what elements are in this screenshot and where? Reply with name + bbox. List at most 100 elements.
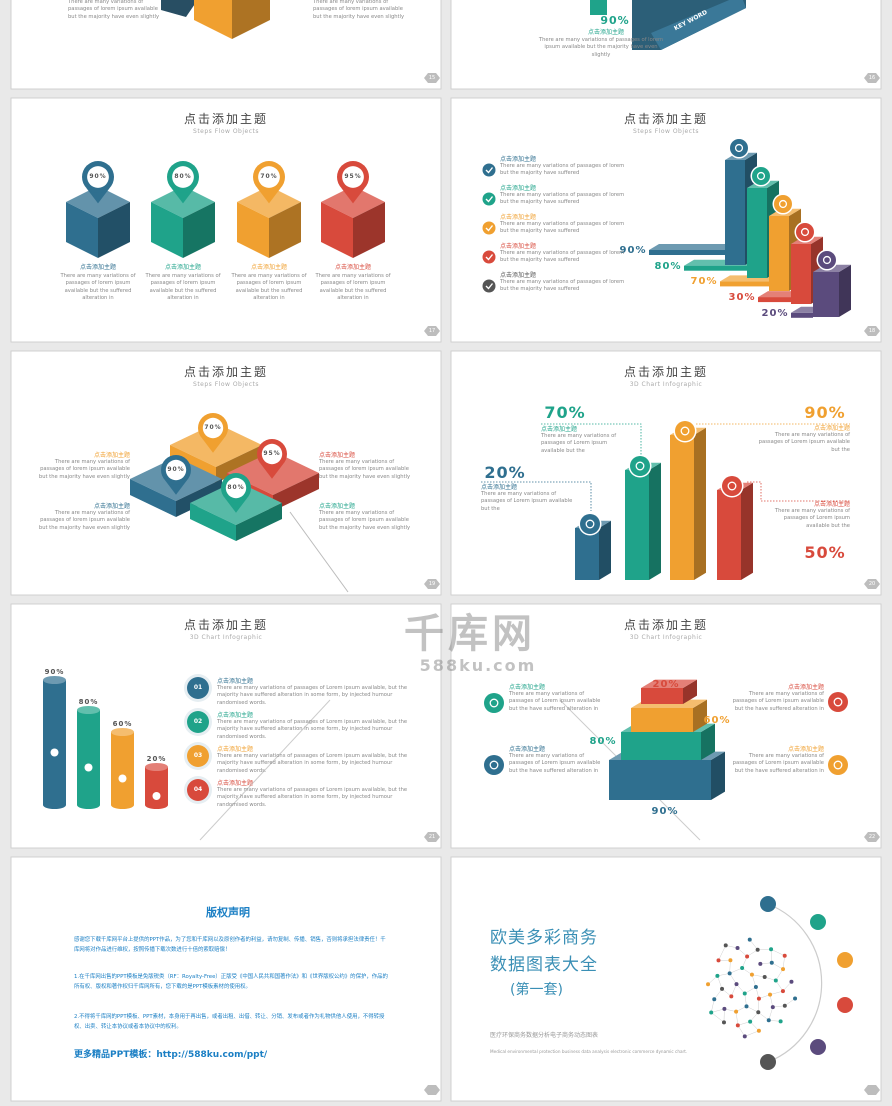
page-badge bbox=[864, 326, 880, 336]
network-link bbox=[770, 949, 773, 963]
network-node bbox=[734, 982, 739, 987]
step-front bbox=[649, 250, 725, 255]
network-link bbox=[737, 1021, 751, 1026]
network-node bbox=[756, 996, 761, 1001]
page-number: 20 bbox=[868, 581, 876, 587]
prism-side bbox=[711, 751, 725, 800]
network-node bbox=[749, 972, 754, 977]
body-text: There are many variations of passages of… bbox=[509, 691, 601, 712]
slide bbox=[10, 97, 442, 343]
check-mark bbox=[485, 283, 494, 290]
cylinder-base bbox=[145, 801, 168, 809]
body-text: There are many variations of passages of… bbox=[313, 0, 405, 20]
check-mark bbox=[485, 254, 494, 261]
connector bbox=[541, 423, 642, 455]
cylinder-body bbox=[111, 732, 134, 805]
heading: 点击添加主题 bbox=[319, 452, 356, 459]
prism-side bbox=[694, 427, 706, 580]
cube-left bbox=[194, 0, 232, 39]
body-text: There are many variations of passages of… bbox=[500, 163, 625, 177]
network-link bbox=[749, 1021, 760, 1031]
watermark: 588ku.com bbox=[419, 656, 537, 675]
icon-glyph bbox=[489, 760, 499, 770]
page-number: 15 bbox=[428, 75, 436, 81]
slide-background bbox=[10, 856, 442, 1102]
icon-circle bbox=[484, 755, 504, 775]
heading: 点击添加主题 bbox=[500, 156, 537, 163]
icon-glyph bbox=[680, 426, 690, 436]
pin-tip bbox=[165, 480, 187, 495]
body-text: There are many variations of passages of… bbox=[538, 37, 664, 58]
icon-circle bbox=[484, 693, 504, 713]
arc-dot bbox=[837, 997, 853, 1013]
network-link bbox=[718, 945, 726, 961]
shape-fragment bbox=[161, 0, 198, 17]
percent-label: 95% bbox=[263, 450, 281, 457]
network-node bbox=[793, 996, 798, 1001]
prism-side bbox=[839, 264, 851, 317]
step-front bbox=[791, 312, 813, 318]
page-badge bbox=[424, 1085, 440, 1095]
network-link bbox=[744, 993, 747, 1007]
heading: 点击添加主题 bbox=[509, 684, 546, 691]
page-badge bbox=[424, 832, 440, 842]
network-node bbox=[762, 975, 767, 980]
cylinder-top bbox=[43, 676, 66, 684]
body-text: There are many variations of passages of… bbox=[315, 273, 391, 301]
pin-tip bbox=[202, 438, 224, 453]
prism-front bbox=[813, 272, 839, 317]
number-circle bbox=[187, 677, 209, 699]
slide bbox=[450, 97, 882, 343]
item-number: 01 bbox=[193, 684, 203, 691]
network-link bbox=[737, 1025, 745, 1037]
prism-side bbox=[701, 723, 715, 760]
network-node bbox=[712, 997, 717, 1002]
slide-title: 点击添加主题 bbox=[183, 618, 268, 632]
slide bbox=[10, 603, 442, 849]
percent-label: 90% bbox=[600, 14, 630, 27]
body-text: There are many variations of passages of… bbox=[732, 753, 824, 774]
percent-label: 60% bbox=[112, 720, 133, 728]
step-top bbox=[758, 291, 801, 298]
cube-right bbox=[236, 503, 282, 541]
copyright-text: 1.在千库网出售的PPT模板是免版税类（RF：Royalty-Free）正版受《… bbox=[74, 974, 388, 991]
prism-side bbox=[599, 520, 611, 580]
network-node bbox=[729, 994, 734, 999]
prism-side bbox=[683, 679, 697, 704]
heading: 点击添加主题 bbox=[500, 272, 537, 279]
arc-dot bbox=[810, 1039, 826, 1055]
network-link bbox=[749, 1012, 759, 1022]
arc-dot bbox=[760, 1054, 776, 1070]
network-link bbox=[751, 974, 765, 978]
cylinder-base bbox=[111, 801, 134, 809]
body-text: There are many variations of passages of… bbox=[217, 685, 408, 706]
network-node bbox=[735, 1023, 740, 1028]
network-link bbox=[729, 967, 743, 974]
item-number: 04 bbox=[193, 786, 203, 793]
heading: 点击添加主题 bbox=[587, 29, 624, 36]
prism-front bbox=[641, 688, 683, 704]
slide-title: 点击添加主题 bbox=[623, 618, 708, 632]
decor-line bbox=[199, 699, 331, 841]
network-link bbox=[772, 1005, 785, 1008]
heading: 点击添加主题 bbox=[334, 264, 371, 271]
slide-subtitle: Steps Flow Objects bbox=[193, 128, 259, 135]
body-text: There are many variations of passages of… bbox=[500, 250, 625, 264]
page-badge bbox=[864, 1085, 880, 1095]
cylinder-icon bbox=[84, 763, 93, 772]
page-number: 19 bbox=[428, 581, 436, 587]
prism-front bbox=[631, 708, 693, 732]
network-node bbox=[782, 1003, 787, 1008]
page-number: 21 bbox=[428, 834, 436, 840]
percent-label: 90% bbox=[804, 403, 846, 422]
network-node bbox=[716, 958, 721, 963]
percent-label: 90% bbox=[651, 806, 679, 817]
icon-circle bbox=[675, 421, 695, 441]
percent-label: 80% bbox=[227, 484, 245, 491]
slide-title: 点击添加主题 bbox=[623, 112, 708, 126]
item-number: 02 bbox=[193, 718, 203, 725]
check-circle bbox=[482, 192, 496, 206]
network-link bbox=[770, 949, 785, 956]
network-node bbox=[769, 960, 774, 965]
